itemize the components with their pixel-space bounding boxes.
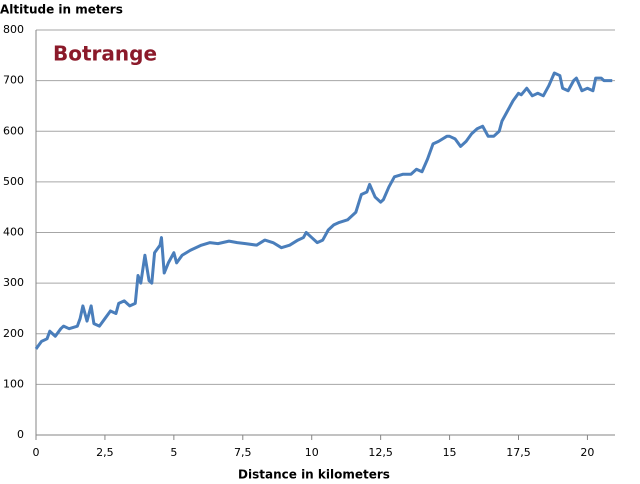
y-tick-label: 500 bbox=[3, 175, 24, 188]
x-tick-label: 10 bbox=[305, 446, 319, 459]
chart-title: Botrange bbox=[53, 42, 157, 66]
y-tick-label: 700 bbox=[3, 74, 24, 87]
x-axis-label: Distance in kilometers bbox=[238, 468, 390, 482]
y-tick-label: 400 bbox=[3, 226, 24, 239]
y-tick-label: 0 bbox=[17, 428, 24, 441]
y-tick-label: 800 bbox=[3, 23, 24, 36]
y-tick-label: 300 bbox=[3, 276, 24, 289]
line bbox=[34, 71, 613, 350]
x-tick-label: 20 bbox=[580, 446, 594, 459]
x-tick-label: 2,5 bbox=[96, 446, 114, 459]
x-tick-label: 5 bbox=[170, 446, 177, 459]
y-tick-label: 600 bbox=[3, 124, 24, 137]
x-tick-label: 15 bbox=[443, 446, 457, 459]
x-tick-label: 0 bbox=[33, 446, 40, 459]
y-axis-label: Altitude in meters bbox=[0, 3, 123, 17]
y-tick-label: 100 bbox=[3, 377, 24, 390]
x-tick-label: 7,5 bbox=[234, 446, 252, 459]
x-tick-label: 12,5 bbox=[368, 446, 393, 459]
y-tick-label: 200 bbox=[3, 327, 24, 340]
x-tick-label: 17,5 bbox=[506, 446, 531, 459]
